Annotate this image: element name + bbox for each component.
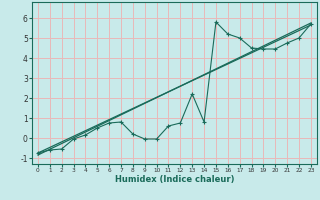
X-axis label: Humidex (Indice chaleur): Humidex (Indice chaleur) bbox=[115, 175, 234, 184]
